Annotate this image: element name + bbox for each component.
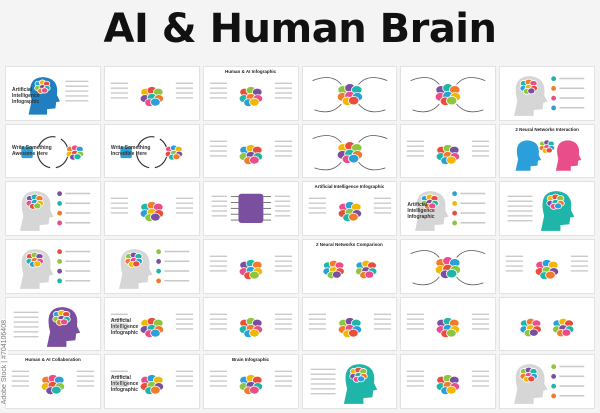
thumbnail-card[interactable] [202, 239, 299, 294]
thumbnail-illustration [118, 249, 190, 289]
thumbnail-illustration [415, 191, 486, 232]
thumbnail-card[interactable]: Write Something Incredible Here [103, 123, 200, 179]
thumbnail-card[interactable] [301, 296, 398, 352]
thumbnail-illustration [407, 370, 490, 396]
thumbnail-illustration [209, 313, 292, 338]
thumbnail-title: Human & AI Collaboration [25, 357, 81, 363]
thumbnail-illustration [505, 255, 589, 281]
thumbnail-illustration [11, 370, 95, 396]
thumbnail-illustration [209, 370, 292, 396]
thumbnail-illustration [310, 364, 377, 405]
thumbnail-illustration [514, 364, 585, 405]
thumbnail-illustration [209, 82, 292, 108]
thumbnail-card[interactable] [301, 354, 398, 409]
thumbnail-illustration [20, 191, 91, 232]
thumbnail-card[interactable] [400, 123, 497, 179]
thumbnail-card[interactable]: Brain Infographic [202, 354, 299, 409]
thumbnail-card[interactable] [5, 181, 101, 236]
thumbnail-card[interactable]: Artificial Intelligence Infographic [103, 354, 200, 409]
thumbnail-illustration [110, 370, 193, 396]
thumbnail-illustration [322, 259, 377, 280]
thumbnail-side-text: Write Something Incredible Here [110, 144, 151, 157]
thumbnail-illustration [311, 77, 387, 113]
thumbnail-illustration [110, 82, 193, 108]
thumbnail-illustration [110, 197, 193, 223]
thumbnail-card[interactable] [499, 296, 595, 352]
thumbnail-illustration [209, 140, 292, 165]
thumbnail-card[interactable]: Artificial Intelligence Infographic [400, 181, 497, 236]
thumbnail-illustration [209, 255, 292, 281]
thumbnail-card[interactable] [499, 66, 595, 121]
thumbnail-illustration [20, 249, 91, 289]
thumbnail-title: Brain Infographic [231, 357, 270, 363]
thumbnail-illustration [410, 250, 486, 286]
thumbnail-illustration [110, 313, 193, 338]
thumbnail-illustration [407, 313, 490, 338]
thumbnail-card[interactable] [499, 354, 595, 409]
thumbnail-illustration [120, 135, 183, 169]
thumbnail-card[interactable] [202, 296, 299, 352]
thumbnail-card[interactable] [5, 239, 101, 294]
thumbnail-card[interactable]: Human & AI Collaboration [5, 354, 101, 409]
thumbnail-title: Human & AI Infographic [225, 69, 277, 74]
page-title: AI & Human Brain [103, 6, 498, 52]
thumbnail-card[interactable]: 2 Neural Networks Comparison [301, 239, 398, 294]
thumbnail-illustration [311, 134, 387, 170]
thumbnail-card[interactable] [400, 296, 497, 352]
thumbnail-side-text: Artificial Intelligence Infographic [407, 202, 435, 221]
thumbnail-card[interactable] [103, 239, 200, 294]
thumbnail-card[interactable] [103, 181, 200, 236]
thumbnail-illustration [211, 194, 290, 224]
thumbnail-card[interactable] [301, 66, 398, 121]
thumbnail-card[interactable] [400, 239, 497, 294]
thumbnail-title: 2 Neural Networks Interaction [515, 126, 579, 132]
thumbnail-card[interactable] [5, 296, 101, 352]
thumbnail-title: 2 Neural Networks Comparison [316, 242, 383, 247]
thumbnail-side-text: Write Something Awesome Here [12, 144, 52, 157]
thumbnail-side-text: Artificial Intelligence Infographic [110, 375, 139, 394]
thumbnail-card[interactable] [499, 239, 595, 294]
thumbnail-illustration [308, 313, 391, 338]
thumbnail-grid: Artificial Intelligence Infographic Human… [5, 66, 595, 409]
stock-watermark: Adobe Stock | #704106408 [1, 318, 8, 405]
thumbnail-card[interactable]: Artificial Intelligence Infographic [301, 181, 398, 236]
thumbnail-illustration [13, 306, 81, 347]
thumbnail-card[interactable]: Human & AI Infographic [202, 66, 299, 121]
thumbnail-illustration [21, 135, 85, 169]
thumbnail-card[interactable] [202, 123, 299, 179]
thumbnail-card[interactable]: 2 Neural Networks Interaction [499, 123, 595, 179]
thumbnail-card[interactable]: Artificial Intelligence Infographic [103, 296, 200, 352]
thumbnail-illustration [515, 139, 582, 171]
thumbnail-card[interactable] [202, 181, 299, 236]
thumbnail-side-text: Artificial Intelligence Infographic [110, 317, 139, 336]
thumbnail-card[interactable]: Artificial Intelligence Infographic [5, 66, 101, 121]
thumbnail-card[interactable] [301, 123, 398, 179]
thumbnail-card[interactable] [103, 66, 200, 121]
thumbnail-illustration [308, 197, 391, 223]
thumbnail-illustration [519, 317, 575, 337]
thumbnail-illustration [410, 77, 486, 113]
thumbnail-illustration [407, 140, 490, 165]
thumbnail-illustration [28, 77, 89, 115]
thumbnail-card[interactable] [499, 181, 595, 236]
thumbnail-title: Artificial Intelligence Infographic [314, 184, 385, 190]
thumbnail-illustration [507, 191, 575, 232]
thumbnail-card[interactable] [400, 66, 497, 121]
thumbnail-card[interactable] [400, 354, 497, 409]
thumbnail-side-text: Artificial Intelligence Infographic [12, 87, 40, 105]
thumbnail-card[interactable]: Write Something Awesome Here [5, 123, 101, 179]
thumbnail-illustration [514, 76, 585, 116]
